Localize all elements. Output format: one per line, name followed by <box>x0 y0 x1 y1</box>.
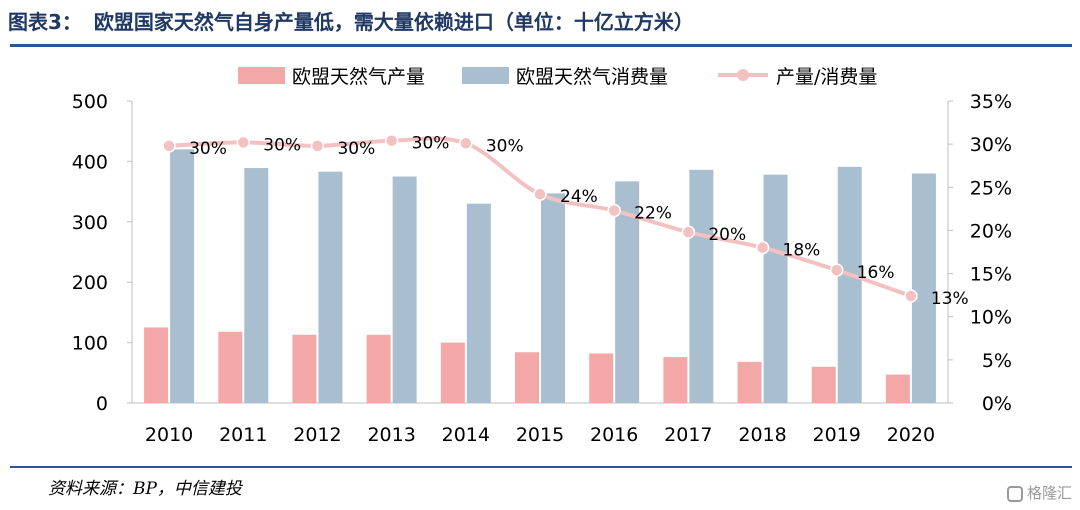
top-rule <box>10 44 1072 47</box>
consumption-bar <box>911 173 936 403</box>
production-bar <box>218 331 243 403</box>
legend-consumption-swatch <box>462 67 509 84</box>
consumption-bar <box>689 169 714 403</box>
ratio-point <box>310 139 325 153</box>
production-bar <box>589 353 614 403</box>
left-axis-tick-label: 200 <box>72 272 108 294</box>
x-axis-tick-label: 2017 <box>664 424 712 446</box>
left-axis-tick-label: 100 <box>72 333 108 355</box>
source-note: 资料来源：BP，中信建投 <box>48 479 242 499</box>
consumption-bar <box>763 174 788 403</box>
ratio-data-label: 16% <box>857 263 895 283</box>
watermark: 格隆汇 <box>1006 482 1072 503</box>
production-bar <box>737 361 762 403</box>
x-axis-tick-label: 2014 <box>442 424 490 446</box>
left-axis-tick-label: 0 <box>96 393 108 415</box>
figure-label: 图表3： <box>8 10 82 34</box>
ratio-point <box>681 225 696 239</box>
x-axis-tick-label: 2010 <box>145 424 193 446</box>
x-axis-tick-label: 2020 <box>887 424 935 446</box>
right-axis-tick-label: 5% <box>982 350 1012 372</box>
left-axis-tick-label: 500 <box>72 91 108 113</box>
x-axis-tick-label: 2018 <box>738 424 786 446</box>
right-axis-tick-label: 10% <box>970 307 1012 329</box>
production-bar <box>663 357 688 403</box>
watermark-logo-icon <box>1006 486 1023 502</box>
left-axis-tick-label: 400 <box>72 151 108 173</box>
right-axis-tick-label: 35% <box>970 91 1012 113</box>
watermark-text: 格隆汇 <box>1026 484 1072 502</box>
ratio-point <box>904 289 918 303</box>
ratio-point <box>755 240 770 255</box>
production-bar <box>885 374 910 403</box>
ratio-point <box>236 135 251 150</box>
production-bar <box>440 342 465 403</box>
consumption-bar <box>244 168 269 403</box>
legend-ratio-label: 产量/消费量 <box>776 66 877 88</box>
production-bar <box>292 334 317 403</box>
legend-production-label: 欧盟天然气产量 <box>292 66 425 88</box>
consumption-bar <box>170 149 195 403</box>
consumption-bar <box>837 166 862 403</box>
ratio-data-label: 24% <box>560 187 598 207</box>
ratio-point <box>384 133 399 148</box>
ratio-data-label: 30% <box>412 134 450 154</box>
ratio-data-label: 22% <box>634 204 672 224</box>
x-axis-tick-label: 2011 <box>219 424 267 446</box>
consumption-bar <box>466 203 491 403</box>
legend-consumption-label: 欧盟天然气消费量 <box>516 66 668 88</box>
production-bar <box>811 366 836 403</box>
ratio-point <box>829 263 844 277</box>
consumption-bar <box>318 171 343 403</box>
ratio-data-label: 30% <box>486 136 524 156</box>
x-axis-tick-label: 2015 <box>516 424 564 446</box>
legend-production-swatch <box>238 67 285 84</box>
legend-ratio-marker <box>737 69 749 81</box>
x-axis-tick-label: 2019 <box>813 424 861 446</box>
ratio-point <box>459 136 473 151</box>
right-axis-tick-label: 30% <box>970 134 1012 156</box>
ratio-data-label: 18% <box>783 241 821 261</box>
production-bar <box>144 327 169 403</box>
right-axis-tick-label: 20% <box>970 220 1012 242</box>
ratio-data-label: 20% <box>708 225 746 245</box>
title-text: 欧盟国家天然气自身产量低，需大量依赖进口（单位：十亿立方米） <box>93 10 694 34</box>
right-axis-tick-label: 25% <box>970 177 1012 199</box>
ratio-point <box>162 139 176 153</box>
x-axis-tick-label: 2012 <box>293 424 341 446</box>
ratio-data-label: 13% <box>931 289 969 309</box>
x-axis-tick-label: 2013 <box>367 424 415 446</box>
consumption-bar <box>541 193 565 403</box>
right-axis-tick-label: 15% <box>970 264 1012 286</box>
ratio-point <box>533 187 547 201</box>
production-bar <box>366 334 391 403</box>
bottom-rule <box>10 466 1072 468</box>
chart-area: 0 100 200 300 400 500 0% 5% 10% 15% 20% 25% 30% 35% 20… <box>72 66 1012 446</box>
ratio-data-label: 30% <box>263 135 301 155</box>
ratio-data-label: 30% <box>189 139 227 159</box>
left-axis-tick-label: 300 <box>72 212 108 234</box>
chart-title: 图表3： 欧盟国家天然气自身产量低，需大量依赖进口（单位：十亿立方米） <box>8 6 694 35</box>
production-bar <box>515 352 539 403</box>
right-axis-tick-label: 0% <box>982 393 1012 415</box>
consumption-bar <box>392 176 417 403</box>
ratio-point <box>607 203 621 218</box>
x-axis-tick-label: 2016 <box>590 424 638 446</box>
ratio-line <box>168 136 912 298</box>
ratio-data-label: 30% <box>337 139 375 159</box>
